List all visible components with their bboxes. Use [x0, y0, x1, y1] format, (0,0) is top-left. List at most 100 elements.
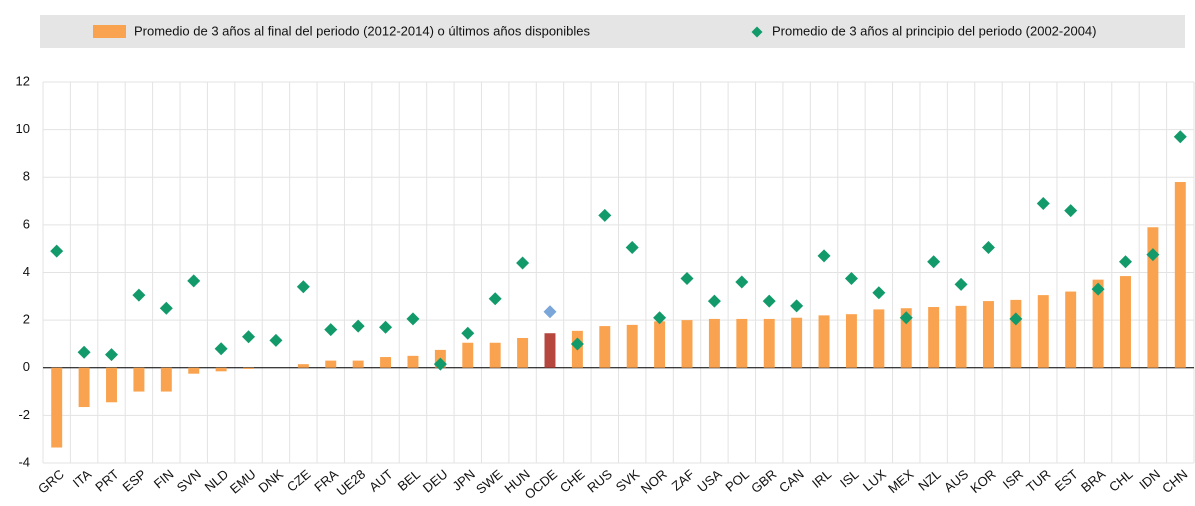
x-tick-label: ISR [1000, 466, 1026, 491]
diamond-marker [954, 277, 968, 291]
x-tick-label: GRC [35, 466, 67, 496]
x-tick-label: POL [722, 466, 752, 494]
x-tick-label: SVN [174, 466, 204, 495]
x-tick-label: SWE [473, 466, 506, 497]
diamond-marker [433, 357, 447, 371]
x-tick-label: OCDE [522, 466, 561, 502]
y-tick-label: 8 [23, 169, 30, 184]
bar [407, 355, 419, 368]
bar [1065, 291, 1077, 368]
diamond-marker [516, 256, 530, 270]
x-tick-label: IRL [809, 466, 834, 490]
y-tick-label: 2 [23, 312, 30, 327]
x-tick-label: EMU [227, 466, 259, 496]
x-tick-label: SVK [613, 466, 643, 494]
x-tick-label: CAN [776, 466, 807, 495]
x-tick-label: ZAF [669, 466, 697, 493]
bar [791, 317, 803, 368]
x-tick-label: FIN [151, 466, 177, 491]
bar [845, 314, 857, 368]
diamond-marker [1118, 255, 1132, 269]
diamond-marker [844, 271, 858, 285]
y-tick-label: 6 [23, 216, 30, 231]
diamond-marker [132, 288, 146, 302]
diamond-marker [461, 326, 475, 340]
x-tick-label: NLD [202, 466, 232, 494]
diamond-marker [214, 342, 228, 356]
bar [763, 318, 775, 368]
y-tick-label: 12 [16, 73, 30, 88]
x-tick-label: CZE [284, 466, 314, 494]
y-tick-label: 4 [23, 264, 30, 279]
diamond-marker [899, 311, 913, 325]
y-tick-label: -4 [18, 454, 30, 469]
legend-label: Promedio de 3 años al final del periodo … [134, 23, 591, 38]
x-tick-label: ESP [119, 466, 149, 494]
diamond-marker [105, 348, 119, 362]
legend-swatch [751, 26, 763, 38]
bar [681, 320, 693, 368]
bar [818, 315, 830, 368]
diamond-marker [296, 280, 310, 294]
y-tick-label: -2 [18, 407, 30, 422]
diamond-marker [790, 299, 804, 313]
diamond-marker [927, 255, 941, 269]
diamond-marker [187, 274, 201, 288]
diamond-marker [351, 319, 365, 333]
diamond-marker [379, 320, 393, 334]
y-tick-label: 10 [16, 121, 30, 136]
bar [297, 364, 309, 368]
diamond-marker [1064, 204, 1078, 218]
bar [51, 367, 63, 448]
bar [982, 301, 994, 368]
y-tick-label: 0 [23, 359, 30, 374]
diamond-marker [1091, 282, 1105, 296]
diamond-marker [981, 240, 995, 254]
x-tick-label: ISL [837, 466, 862, 490]
x-tick-label: PRT [92, 466, 121, 494]
diamond-marker [269, 333, 283, 347]
x-tick-label: BRA [1078, 466, 1108, 495]
diamond-marker [653, 311, 667, 325]
bar [106, 367, 117, 403]
x-tick-label: GBR [748, 466, 779, 496]
diamond-marker [707, 294, 721, 308]
bar [1037, 295, 1049, 368]
diamond-marker [488, 292, 502, 306]
bar [928, 307, 940, 368]
diamond-marker [1036, 196, 1050, 210]
x-tick-label: IDN [1136, 466, 1163, 492]
diamond-marker [817, 249, 831, 263]
bar [544, 333, 556, 368]
bar [1174, 182, 1186, 368]
diamond-marker [680, 271, 694, 285]
x-tick-label: KOR [967, 466, 998, 496]
x-tick-label: EST [1052, 466, 1081, 494]
diamond-marker [1146, 248, 1160, 262]
bar [462, 342, 474, 368]
diamond-marker [625, 240, 639, 254]
diamond-marker [50, 244, 64, 258]
x-tick-label: DEU [420, 466, 451, 495]
bar [188, 367, 200, 374]
legend-label: Promedio de 3 años al principio del peri… [772, 23, 1097, 38]
legend-box [40, 15, 1185, 48]
diamond-marker [543, 305, 557, 319]
x-tick-label: CHN [1159, 466, 1190, 496]
diamond-marker [242, 330, 256, 344]
bar [955, 305, 967, 368]
x-tick-label: NOR [638, 466, 670, 496]
diamond-marker [1173, 130, 1187, 144]
bar [654, 321, 666, 368]
legend-swatch [93, 25, 126, 38]
diamond-marker [324, 323, 338, 337]
diamond-marker [406, 312, 420, 326]
bar [900, 308, 912, 368]
diamond-marker [77, 345, 91, 359]
diamond-marker [598, 208, 612, 222]
bar [215, 367, 227, 372]
bar [489, 342, 501, 368]
x-tick-label: USA [694, 466, 724, 495]
diamond-marker [570, 337, 584, 351]
bar [626, 324, 638, 368]
